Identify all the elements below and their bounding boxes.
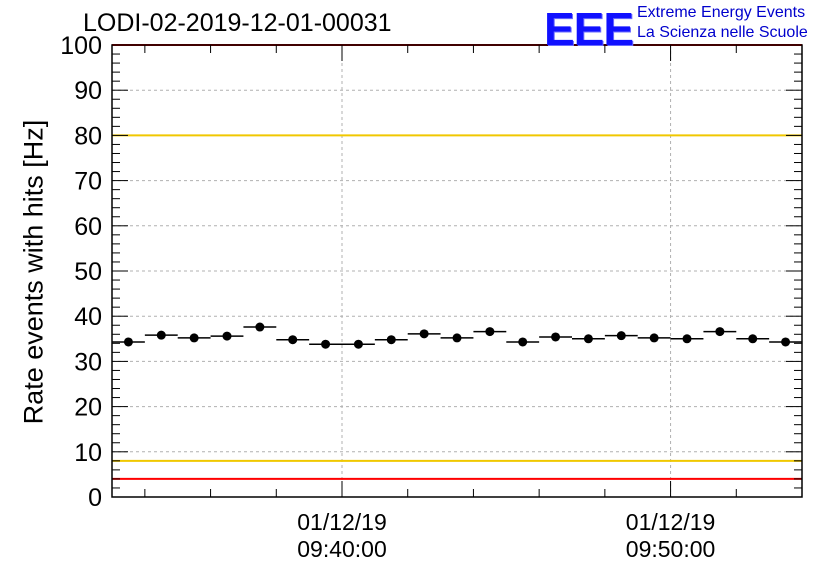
- logo-line-2: La Scienza nelle Scuole: [637, 24, 808, 41]
- x-tick-label-date: 01/12/19: [297, 509, 387, 535]
- y-tick-label: 0: [88, 484, 102, 512]
- data-point: [485, 327, 495, 337]
- reference-lines: [112, 44, 802, 480]
- data-point: [288, 335, 298, 345]
- data-point: [649, 333, 659, 343]
- x-tick-label-time: 09:50:00: [626, 536, 716, 562]
- data-point: [781, 337, 791, 347]
- x-tick-label-date: 01/12/19: [626, 509, 716, 535]
- data-point: [616, 331, 626, 341]
- eee-logo: EEE: [544, 3, 634, 55]
- data-point: [321, 339, 331, 349]
- y-tick-label: 100: [60, 32, 102, 60]
- data-point: [386, 335, 396, 345]
- y-tick-label: 50: [74, 258, 102, 286]
- grid-lines: [112, 45, 802, 497]
- data-point: [551, 332, 561, 342]
- data-point: [583, 334, 593, 344]
- logo-line-1: Extreme Energy Events: [637, 4, 806, 21]
- data-point: [419, 329, 429, 339]
- data-point: [452, 333, 462, 343]
- chart-title: LODI-02-2019-12-01-00031: [83, 9, 392, 37]
- y-axis-label: Rate events with hits [Hz]: [18, 119, 49, 425]
- data-point: [682, 334, 692, 344]
- y-tick-label: 70: [74, 168, 102, 196]
- data-point: [123, 337, 133, 347]
- plot-frame: [111, 44, 803, 498]
- data-point: [222, 331, 232, 341]
- y-tick-label: 80: [74, 122, 102, 150]
- data-points: [112, 322, 802, 349]
- data-point: [518, 337, 528, 347]
- y-tick-label: 90: [74, 77, 102, 105]
- data-point: [189, 333, 199, 343]
- y-tick-labels: 0 10 20 30 40 50 60 70 80 90 100: [60, 32, 102, 512]
- y-tick-label: 10: [74, 439, 102, 467]
- data-point: [255, 322, 265, 332]
- y-tick-label: 30: [74, 348, 102, 376]
- data-point: [715, 327, 725, 337]
- data-point: [353, 339, 363, 349]
- data-point: [748, 334, 758, 344]
- x-tick-label-time: 09:40:00: [297, 536, 387, 562]
- y-tick-label: 20: [74, 394, 102, 422]
- data-point: [156, 330, 166, 340]
- y-tick-label: 60: [74, 213, 102, 241]
- y-tick-label: 40: [74, 303, 102, 331]
